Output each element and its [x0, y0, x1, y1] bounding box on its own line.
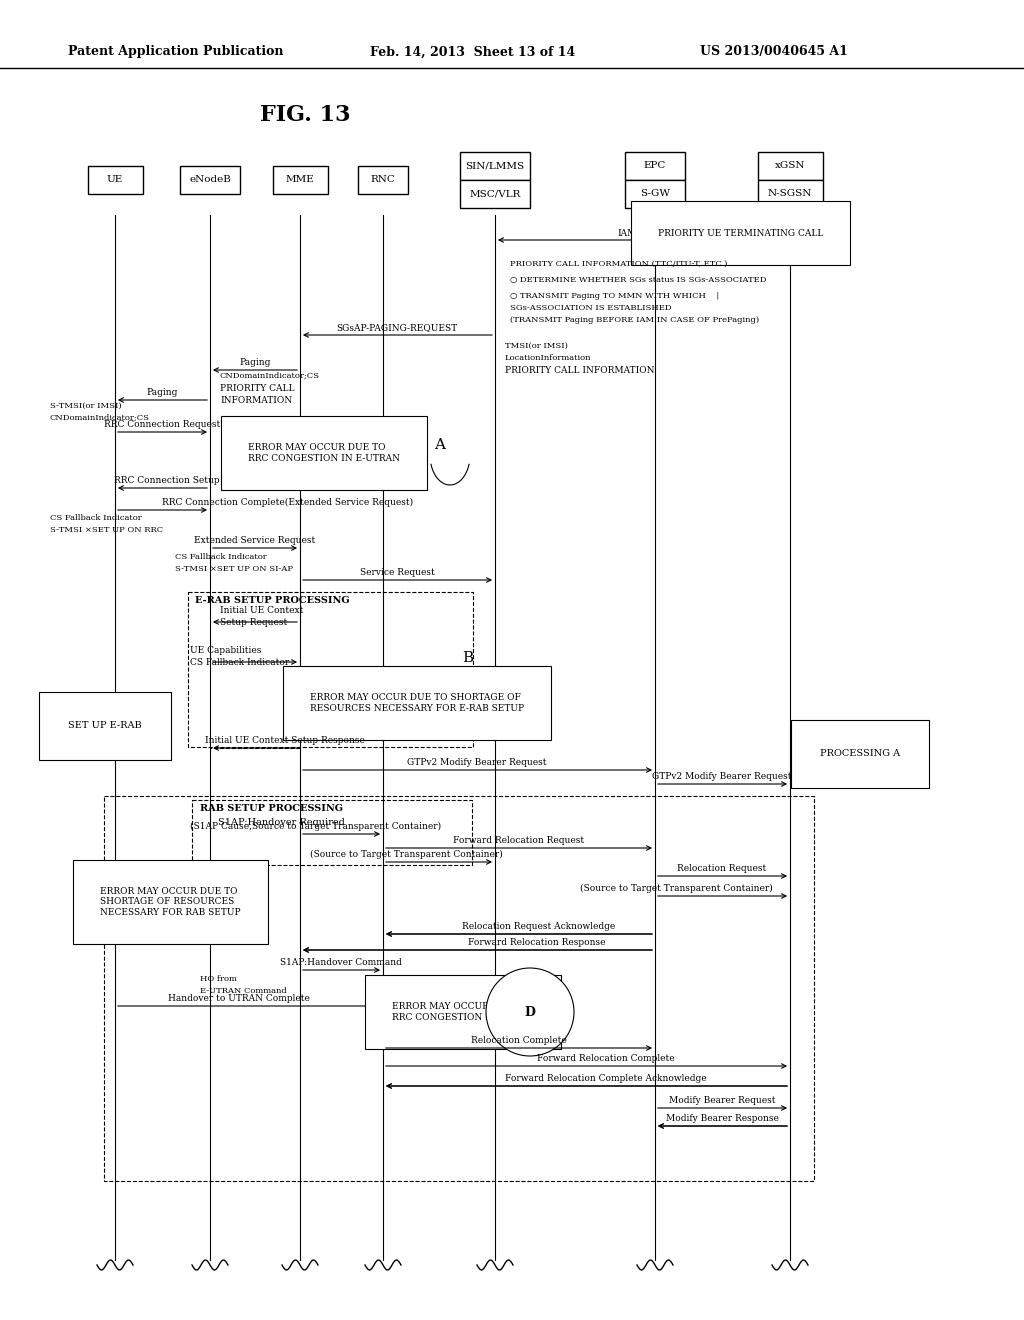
Text: SIN/LMMS: SIN/LMMS: [466, 161, 524, 170]
Bar: [104, 796, 814, 1181]
Text: Initial UE Context Setup Response: Initial UE Context Setup Response: [205, 737, 365, 744]
Text: PRIORITY UE TERMINATING CALL: PRIORITY UE TERMINATING CALL: [658, 228, 823, 238]
Text: Paging: Paging: [240, 358, 270, 367]
Text: FIG. 13: FIG. 13: [260, 104, 350, 125]
Text: TMSI(or IMSI): TMSI(or IMSI): [505, 342, 568, 350]
Text: (S1AP Cause,Source to Target Transparent Container): (S1AP Cause,Source to Target Transparent…: [190, 822, 441, 832]
Text: D: D: [524, 1006, 536, 1019]
Text: MSC/VLR: MSC/VLR: [469, 190, 520, 198]
Text: US 2013/0040645 A1: US 2013/0040645 A1: [700, 45, 848, 58]
Text: B: B: [463, 651, 473, 665]
Text: Handover to UTRAN Complete: Handover to UTRAN Complete: [168, 994, 310, 1003]
Text: Forward Relocation Complete Acknowledge: Forward Relocation Complete Acknowledge: [505, 1074, 707, 1082]
Text: CS Fallback Indicator: CS Fallback Indicator: [190, 657, 289, 667]
Text: RRC Connection Complete(Extended Service Request): RRC Connection Complete(Extended Service…: [162, 498, 413, 507]
Bar: [88, 166, 143, 194]
Text: ○ DETECT REQUEST FOR CSFB: ○ DETECT REQUEST FOR CSFB: [303, 676, 456, 685]
Bar: [180, 166, 240, 194]
Text: E-UTRAN Command: E-UTRAN Command: [200, 987, 287, 995]
Text: CS Fallback Indicator: CS Fallback Indicator: [50, 513, 141, 521]
Text: INFORMATION: INFORMATION: [220, 396, 292, 405]
Text: ERROR MAY OCCUR DUE TO
RRC CONGESTION IN UTRAN: ERROR MAY OCCUR DUE TO RRC CONGESTION IN…: [392, 1002, 535, 1022]
Text: PRIORITY CALL INFORMATION: PRIORITY CALL INFORMATION: [505, 366, 654, 375]
Text: PROCESSING A: PROCESSING A: [820, 750, 900, 759]
Text: Forward Relocation Request: Forward Relocation Request: [454, 836, 585, 845]
Text: Service Request: Service Request: [359, 568, 434, 577]
Text: S1AP:Handover Command: S1AP:Handover Command: [280, 958, 402, 968]
Text: UE Capabilities: UE Capabilities: [190, 645, 261, 655]
Text: Setup Request: Setup Request: [220, 618, 288, 627]
Text: S1AP:Handover Required: S1AP:Handover Required: [218, 818, 345, 828]
Bar: [188, 591, 473, 747]
Text: GTPv2 Modify Bearer Request: GTPv2 Modify Bearer Request: [652, 772, 792, 781]
Text: ○ DETERMINE WHETHER SGs status IS SGs-ASSOCIATED: ○ DETERMINE WHETHER SGs status IS SGs-AS…: [510, 276, 767, 284]
Text: RRC Connection Request: RRC Connection Request: [103, 420, 220, 429]
Text: MME: MME: [286, 176, 314, 185]
Bar: [358, 166, 408, 194]
Bar: [758, 152, 823, 180]
Text: Extended Service Request: Extended Service Request: [195, 536, 315, 545]
Bar: [460, 152, 530, 180]
Text: CS Fallback Indicator: CS Fallback Indicator: [175, 553, 266, 561]
Bar: [625, 180, 685, 209]
Text: CNDomainIndicator;CS: CNDomainIndicator;CS: [220, 372, 319, 380]
Text: N-SGSN: N-SGSN: [768, 190, 812, 198]
Text: (TRANSMIT Paging BEFORE IAM IN CASE OF PrePaging): (TRANSMIT Paging BEFORE IAM IN CASE OF P…: [510, 315, 759, 323]
Text: eNodeB: eNodeB: [189, 176, 231, 185]
Text: E-RAB SETUP PROCESSING: E-RAB SETUP PROCESSING: [195, 597, 349, 605]
Text: ✶: ✶: [164, 891, 172, 906]
Bar: [193, 800, 472, 865]
Text: Forward Relocation Complete: Forward Relocation Complete: [538, 1053, 675, 1063]
Text: Modify Bearer Response: Modify Bearer Response: [666, 1114, 778, 1123]
Text: RNC: RNC: [371, 176, 395, 185]
Text: HO from: HO from: [200, 975, 237, 983]
Text: C: C: [89, 865, 100, 879]
Text: CNDomainIndicator;CS: CNDomainIndicator;CS: [50, 414, 150, 422]
Text: ERROR MAY OCCUR DUE TO
SHORTAGE OF RESOURCES
NECESSARY FOR RAB SETUP: ERROR MAY OCCUR DUE TO SHORTAGE OF RESOU…: [100, 887, 241, 917]
Text: Initial UE Context: Initial UE Context: [220, 606, 303, 615]
Text: GTPv2 Modify Bearer Request: GTPv2 Modify Bearer Request: [408, 758, 547, 767]
Text: ✶: ✶: [376, 1003, 384, 1016]
Text: ERROR MAY OCCUR DUE TO
RRC CONGESTION IN E-UTRAN: ERROR MAY OCCUR DUE TO RRC CONGESTION IN…: [248, 444, 400, 463]
Text: ○ TRANSMIT Paging TO MMN WITH WHICH    |: ○ TRANSMIT Paging TO MMN WITH WHICH |: [510, 292, 719, 300]
Text: RAB SETUP PROCESSING: RAB SETUP PROCESSING: [200, 804, 343, 813]
Bar: [460, 180, 530, 209]
Text: Relocation Request Acknowledge: Relocation Request Acknowledge: [463, 921, 615, 931]
Text: (Source to Target Transparent Container): (Source to Target Transparent Container): [580, 884, 773, 894]
Text: Relocation Complete: Relocation Complete: [471, 1036, 567, 1045]
Text: UE: UE: [106, 176, 123, 185]
Text: Paging: Paging: [146, 388, 178, 397]
Text: S-TMSI ×SET UP ON RRC: S-TMSI ×SET UP ON RRC: [50, 525, 163, 535]
Text: LocationInformation: LocationInformation: [505, 354, 592, 362]
Text: PRIORITY CALL: PRIORITY CALL: [220, 384, 295, 393]
Text: SGsAP-PAGING-REQUEST: SGsAP-PAGING-REQUEST: [337, 323, 458, 333]
Bar: [625, 152, 685, 180]
Text: Forward Relocation Response: Forward Relocation Response: [468, 939, 606, 946]
Text: IAM/Invite: IAM/Invite: [617, 228, 667, 238]
Text: A: A: [434, 438, 445, 451]
Text: SGs-ASSOCIATION IS ESTABLISHED: SGs-ASSOCIATION IS ESTABLISHED: [510, 304, 672, 312]
Text: S-TMSI(or IMSI): S-TMSI(or IMSI): [50, 403, 122, 411]
Text: EPC: EPC: [644, 161, 667, 170]
Bar: [273, 166, 328, 194]
Bar: [758, 180, 823, 209]
Text: S-TMSI ×SET UP ON SI-AP: S-TMSI ×SET UP ON SI-AP: [175, 565, 293, 573]
Text: ✶: ✶: [294, 693, 302, 708]
Text: xGSN: xGSN: [775, 161, 805, 170]
Text: ERROR MAY OCCUR DUE TO SHORTAGE OF
RESOURCES NECESSARY FOR E-RAB SETUP: ERROR MAY OCCUR DUE TO SHORTAGE OF RESOU…: [310, 693, 524, 713]
Text: ✶: ✶: [230, 441, 240, 455]
Text: (Source to Target Transparent Container): (Source to Target Transparent Container): [310, 850, 503, 859]
Text: Patent Application Publication: Patent Application Publication: [68, 45, 284, 58]
Text: RRC Connection Setup: RRC Connection Setup: [115, 477, 220, 484]
Text: PRIORITY CALL INFORMATION (TTC/ITU-T, ETC.): PRIORITY CALL INFORMATION (TTC/ITU-T, ET…: [510, 260, 727, 268]
Text: SET UP E-RAB: SET UP E-RAB: [68, 722, 141, 730]
Text: S-GW: S-GW: [640, 190, 670, 198]
Text: Modify Bearer Request: Modify Bearer Request: [669, 1096, 775, 1105]
Text: Relocation Request: Relocation Request: [677, 865, 767, 873]
Text: Feb. 14, 2013  Sheet 13 of 14: Feb. 14, 2013 Sheet 13 of 14: [370, 45, 575, 58]
